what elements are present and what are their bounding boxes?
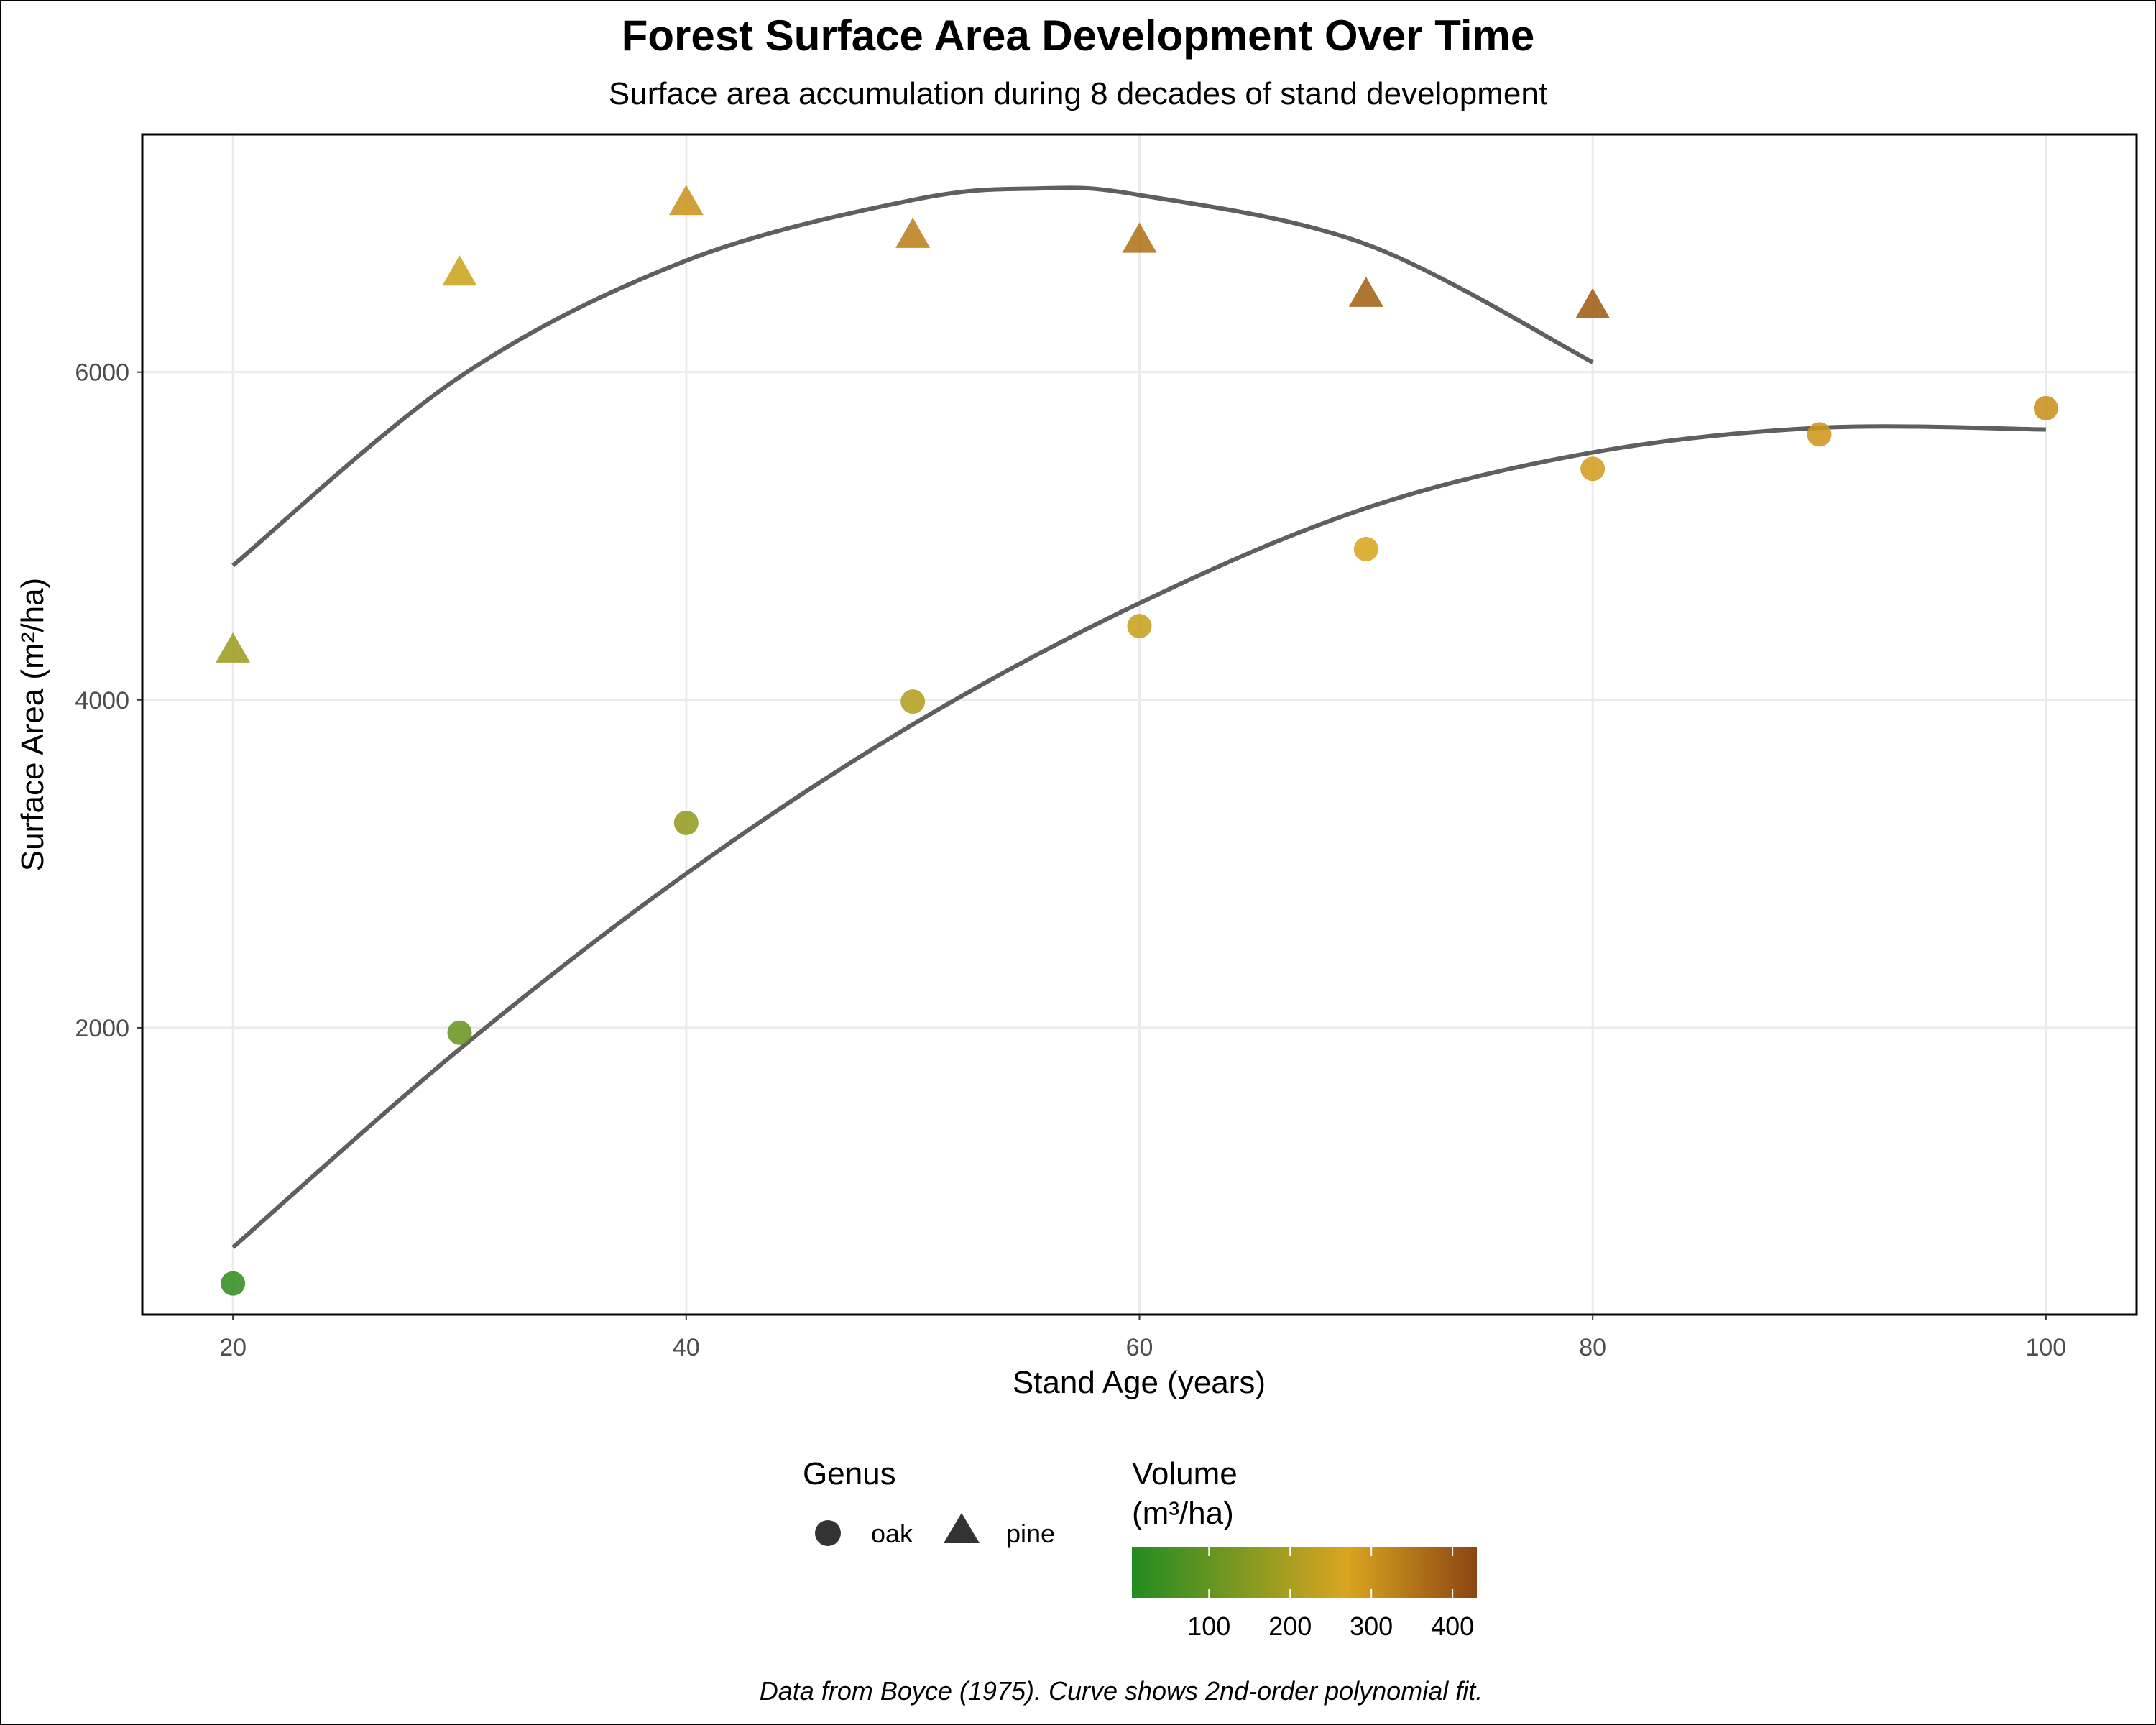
x-axis-ticks: 20 40 60 80 100 bbox=[219, 1315, 2066, 1361]
x-tick-label: 60 bbox=[1126, 1334, 1153, 1361]
grid bbox=[142, 134, 2137, 1315]
point-pine bbox=[216, 632, 251, 663]
colorbar-ticks: 100 200 300 400 bbox=[1187, 1547, 1474, 1641]
point-oak bbox=[1353, 536, 1378, 561]
shape-legend: Genus oak pine bbox=[803, 1456, 1055, 1548]
colorbar-tick-label: 200 bbox=[1268, 1611, 1312, 1641]
x-axis-title: Stand Age (years) bbox=[1013, 1365, 1266, 1400]
colorbar bbox=[1132, 1547, 1477, 1598]
x-tick-label: 40 bbox=[673, 1334, 700, 1361]
plot-area bbox=[141, 133, 2138, 1316]
y-axis-title: Surface Area (m²/ha) bbox=[15, 578, 50, 871]
fit-curve-oak bbox=[231, 424, 2046, 1249]
point-pine bbox=[1575, 288, 1611, 318]
data-points bbox=[216, 185, 2058, 1296]
point-oak bbox=[1807, 422, 1832, 447]
color-legend-title-line2: (m³/ha) bbox=[1132, 1496, 1234, 1531]
x-tick-label: 20 bbox=[219, 1334, 247, 1361]
point-pine bbox=[668, 185, 704, 216]
y-tick-label: 2000 bbox=[75, 1015, 129, 1042]
legend-oak-marker bbox=[815, 1520, 841, 1546]
y-axis-ticks: 2000 4000 6000 bbox=[75, 359, 142, 1042]
point-pine bbox=[1122, 222, 1157, 253]
point-pine bbox=[1348, 276, 1383, 307]
fit-curve-pine bbox=[231, 185, 1594, 568]
y-tick-label: 4000 bbox=[75, 687, 129, 714]
shape-legend-title: Genus bbox=[803, 1456, 896, 1491]
color-legend-title-line1: Volume bbox=[1132, 1456, 1238, 1491]
legend-oak-label: oak bbox=[871, 1519, 913, 1548]
colorbar-tick-label: 400 bbox=[1431, 1611, 1474, 1641]
chart-caption: Data from Boyce (1975). Curve shows 2nd-… bbox=[760, 1676, 1483, 1706]
point-oak bbox=[900, 689, 926, 714]
point-pine bbox=[442, 255, 477, 286]
point-oak bbox=[447, 1020, 472, 1045]
point-oak bbox=[2033, 395, 2058, 420]
point-oak bbox=[221, 1271, 246, 1296]
y-tick-label: 6000 bbox=[75, 359, 129, 387]
legend-pine-marker bbox=[944, 1513, 980, 1543]
x-tick-label: 100 bbox=[2025, 1334, 2066, 1361]
point-oak bbox=[1127, 614, 1152, 639]
point-pine bbox=[895, 217, 931, 248]
x-tick-label: 80 bbox=[1579, 1334, 1606, 1361]
chart-subtitle: Surface area accumulation during 8 decad… bbox=[609, 76, 1547, 111]
colorbar-tick-label: 300 bbox=[1350, 1611, 1393, 1641]
point-oak bbox=[673, 810, 699, 835]
legend-pine-label: pine bbox=[1006, 1519, 1055, 1548]
fit-curves bbox=[231, 185, 2046, 1249]
chart-title: Forest Surface Area Development Over Tim… bbox=[622, 12, 1535, 60]
color-legend: Volume (m³/ha) 100 200 300 400 bbox=[1132, 1456, 1477, 1641]
colorbar-tick-label: 100 bbox=[1187, 1611, 1230, 1641]
point-oak bbox=[1580, 456, 1606, 482]
